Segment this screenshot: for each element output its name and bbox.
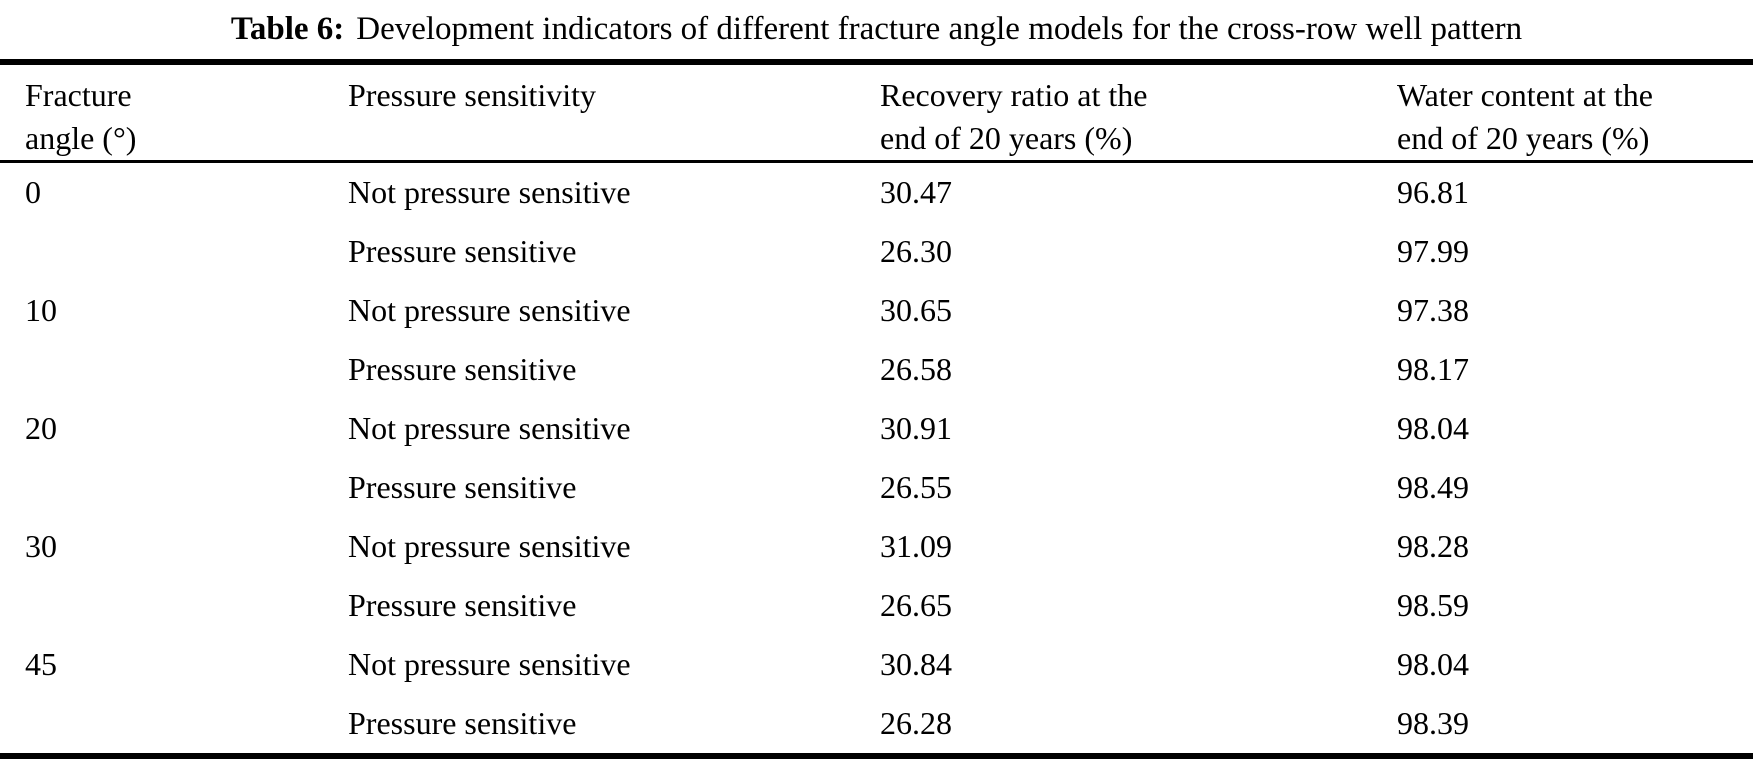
cell-sensitivity: Pressure sensitive	[348, 705, 577, 741]
cell-angle: 10	[25, 292, 57, 328]
cell-water: 98.04	[1397, 646, 1469, 682]
header-recovery-ratio: Recovery ratio at the end of 20 years (%…	[880, 62, 1397, 163]
header-pressure-sensitivity-line1: Pressure sensitivity	[348, 77, 596, 113]
cell-angle	[0, 222, 348, 281]
cell-sensitivity: Pressure sensitive	[348, 351, 577, 387]
header-recovery-ratio-line2: end of 20 years (%)	[880, 120, 1133, 156]
table-row: Pressure sensitive 26.65 98.59	[0, 576, 1753, 635]
cell-recovery: 30.47	[880, 174, 952, 210]
cell-sensitivity: Not pressure sensitive	[348, 292, 631, 328]
table-row: Pressure sensitive 26.58 98.17	[0, 340, 1753, 399]
cell-sensitivity: Pressure sensitive	[348, 587, 577, 623]
cell-sensitivity: Not pressure sensitive	[348, 410, 631, 446]
cell-water: 97.38	[1397, 292, 1469, 328]
table-caption-text: Development indicators of different frac…	[356, 11, 1523, 47]
cell-angle: 45	[25, 646, 57, 682]
cell-recovery: 26.28	[880, 705, 952, 741]
header-water-content: Water content at the end of 20 years (%)	[1397, 62, 1753, 163]
table-row: 10 Not pressure sensitive 30.65 97.38	[0, 281, 1753, 340]
cell-water: 97.99	[1397, 233, 1469, 269]
table-body: 0 Not pressure sensitive 30.47 96.81 Pre…	[0, 162, 1753, 757]
table-row: 20 Not pressure sensitive 30.91 98.04	[0, 399, 1753, 458]
cell-angle: 20	[25, 410, 57, 446]
table-row: Pressure sensitive 26.55 98.49	[0, 458, 1753, 517]
cell-sensitivity: Pressure sensitive	[348, 469, 577, 505]
table-caption: Table 6: Development indicators of differ…	[0, 0, 1753, 59]
table-row: 45 Not pressure sensitive 30.84 98.04	[0, 635, 1753, 694]
cell-water: 96.81	[1397, 174, 1469, 210]
indicators-table: Fracture angle (°) Pressure sensitivity …	[0, 59, 1753, 759]
cell-recovery: 26.58	[880, 351, 952, 387]
cell-water: 98.39	[1397, 705, 1469, 741]
cell-water: 98.17	[1397, 351, 1469, 387]
cell-water: 98.59	[1397, 587, 1469, 623]
cell-sensitivity: Not pressure sensitive	[348, 174, 631, 210]
cell-sensitivity: Not pressure sensitive	[348, 646, 631, 682]
header-row: Fracture angle (°) Pressure sensitivity …	[0, 62, 1753, 163]
header-fracture-angle-line2: angle (°)	[25, 120, 137, 156]
cell-sensitivity: Not pressure sensitive	[348, 528, 631, 564]
cell-angle: 0	[25, 174, 41, 210]
header-water-content-line1: Water content at the	[1397, 77, 1653, 113]
cell-angle	[0, 576, 348, 635]
cell-water: 98.49	[1397, 469, 1469, 505]
table-row: 0 Not pressure sensitive 30.47 96.81	[0, 162, 1753, 223]
cell-water: 98.28	[1397, 528, 1469, 564]
cell-recovery: 26.55	[880, 469, 952, 505]
cell-sensitivity: Pressure sensitive	[348, 233, 577, 269]
table-row: Pressure sensitive 26.30 97.99	[0, 222, 1753, 281]
table-row: Pressure sensitive 26.28 98.39	[0, 694, 1753, 756]
header-recovery-ratio-line1: Recovery ratio at the	[880, 77, 1148, 113]
cell-angle: 30	[25, 528, 57, 564]
table-caption-label: Table 6:	[230, 11, 345, 47]
header-water-content-line2: end of 20 years (%)	[1397, 120, 1650, 156]
header-fracture-angle: Fracture angle (°)	[0, 62, 348, 163]
cell-recovery: 26.65	[880, 587, 952, 623]
header-pressure-sensitivity: Pressure sensitivity	[348, 62, 880, 163]
cell-recovery: 30.84	[880, 646, 952, 682]
cell-recovery: 30.91	[880, 410, 952, 446]
header-fracture-angle-line1: Fracture	[25, 77, 132, 113]
cell-angle	[0, 694, 348, 756]
cell-angle	[0, 458, 348, 517]
table-row: 30 Not pressure sensitive 31.09 98.28	[0, 517, 1753, 576]
cell-water: 98.04	[1397, 410, 1469, 446]
cell-recovery: 30.65	[880, 292, 952, 328]
cell-recovery: 31.09	[880, 528, 952, 564]
cell-recovery: 26.30	[880, 233, 952, 269]
table-header: Fracture angle (°) Pressure sensitivity …	[0, 62, 1753, 163]
cell-angle	[0, 340, 348, 399]
